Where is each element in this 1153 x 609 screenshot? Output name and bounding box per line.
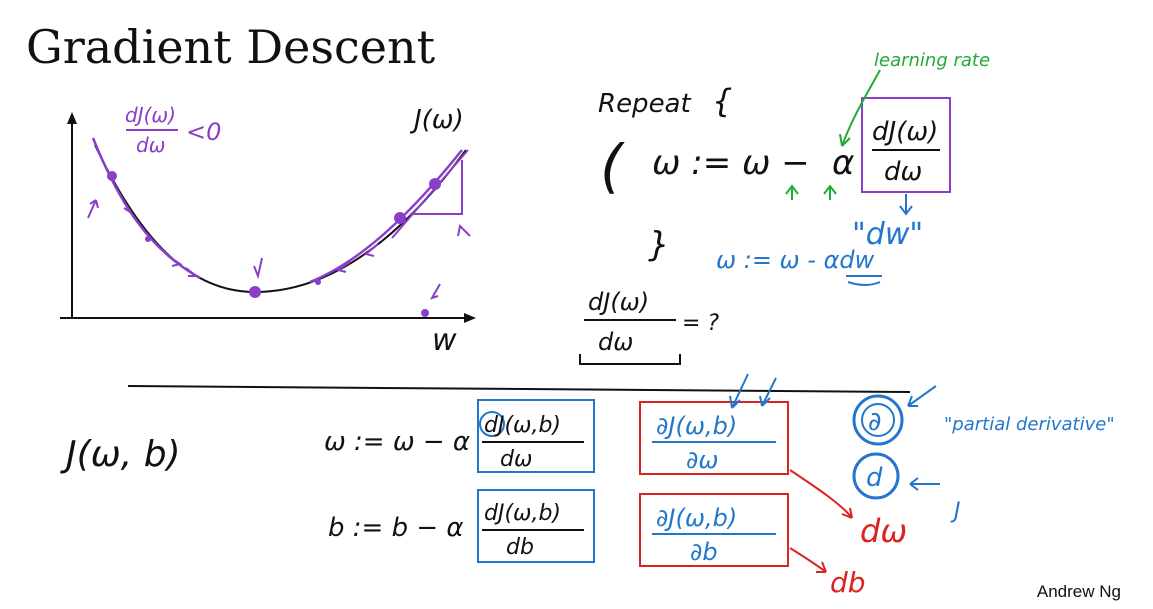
d-symbol-circle — [852, 452, 900, 500]
b-db-label: db — [830, 566, 866, 599]
partial-symbol: ∂ — [868, 407, 881, 437]
cost-curve — [94, 144, 467, 294]
question-bracket — [579, 354, 681, 365]
cost-curve-highlight-left — [91, 137, 201, 280]
w-dw-label: dω — [860, 512, 907, 550]
slide-title: Gradient Descent — [26, 20, 436, 74]
step-arrow-icon — [87, 199, 99, 219]
b-partial-box — [639, 493, 789, 567]
step-arrow-icon — [185, 267, 199, 277]
w-derivative-box — [477, 399, 595, 473]
x-axis-label: w — [432, 323, 457, 358]
learning-rate-label: learning rate — [874, 50, 990, 71]
w-numerator: dJ(ω,b) — [484, 413, 561, 438]
step-arrow-icon — [457, 223, 471, 237]
partial-pointer-arrow-icon — [729, 373, 749, 409]
question-denominator: dω — [598, 328, 633, 356]
partial-derivative-note: "partial derivative" — [944, 414, 1115, 435]
b-denominator: db — [506, 535, 534, 560]
y-axis-arrow-icon — [67, 112, 77, 124]
b-update-lhs: b := b − α — [328, 513, 464, 543]
repeat-label: Repeat — [598, 89, 691, 119]
derivative-numerator: dJ(ω) — [872, 117, 938, 147]
w-denominator: dω — [500, 447, 532, 472]
section-divider — [127, 385, 911, 393]
b-partial-denominator: ∂b — [690, 538, 718, 566]
step-arrow-icon — [429, 283, 441, 300]
repeat-open-paren: ( — [600, 132, 625, 200]
b-numerator: dJ(ω,b) — [484, 501, 561, 526]
d-symbol-arrow-icon — [909, 477, 940, 491]
dw-arrow-icon — [899, 194, 913, 216]
w-partial-numerator: ∂J(ω,b) — [656, 412, 737, 440]
question-tail: = ? — [682, 311, 719, 336]
cost-two-params-label: J(ω, b) — [60, 434, 181, 475]
descent-point — [315, 279, 321, 285]
slope-note-denominator: dω — [136, 133, 165, 157]
two-parameter-section: J(ω, b) ω := ω − α dJ(ω,b) dω ∂J(ω,b) ∂ω… — [60, 373, 1115, 599]
b-derivative-box — [477, 489, 595, 563]
d-symbol: d — [866, 463, 883, 493]
descent-point — [394, 212, 406, 224]
w-partial-denominator: ∂ω — [686, 446, 719, 474]
slope-note-numerator: dJ(ω) — [125, 103, 176, 127]
dw-label: "dw" — [852, 217, 923, 252]
slope-triangle — [410, 160, 463, 215]
update-rule: Repeat { ( ω := ω − α dJ(ω) dω learning … — [579, 50, 990, 365]
slope-note-comparison: <0 — [186, 118, 221, 146]
tangent-line — [391, 149, 469, 239]
step-arrow-icon — [167, 255, 183, 267]
up-arrow-icon — [785, 184, 799, 200]
update-rule-alpha: α — [832, 143, 854, 183]
step-arrow-icon — [121, 197, 131, 213]
descent-point — [429, 178, 441, 190]
partial-symbol-circle-inner — [861, 403, 895, 437]
partial-symbol-circle — [852, 394, 904, 446]
cost-graph: J(ω) w dJ(ω) dω <0 — [60, 103, 476, 358]
step-arrow-icon — [363, 243, 379, 257]
x-axis-arrow-icon — [464, 313, 476, 323]
w-d-circle — [479, 411, 505, 437]
update-rule-lhs: ω := ω − — [652, 143, 810, 183]
code-update-underline-hook — [847, 281, 881, 286]
j-note: J — [950, 499, 961, 524]
derivative-denominator: dω — [884, 157, 922, 187]
step-arrows — [87, 197, 471, 300]
w-partial-box — [639, 401, 789, 475]
repeat-close-brace: } — [648, 225, 670, 265]
b-to-db-arrow-icon — [789, 547, 827, 573]
cost-function-label: J(ω) — [409, 105, 464, 135]
derivative-box — [861, 97, 951, 193]
descent-point — [249, 286, 261, 298]
step-arrow-icon — [253, 257, 263, 280]
author-credit: Andrew Ng — [1036, 582, 1121, 601]
cost-curve-highlight-right — [309, 149, 463, 284]
up-arrow-icon — [823, 184, 837, 200]
code-update: ω := ω - αdw — [716, 246, 875, 274]
learning-rate-arrow-icon — [839, 69, 881, 147]
descent-point — [145, 236, 151, 242]
b-partial-numerator: ∂J(ω,b) — [656, 504, 737, 532]
repeat-open-brace: { — [712, 82, 732, 120]
w-update-lhs: ω := ω − α — [324, 427, 470, 457]
w-to-dw-arrow-icon — [789, 469, 853, 519]
step-arrow-icon — [335, 261, 351, 273]
descent-point — [107, 171, 117, 181]
partial-symbol-arrow-icon — [907, 385, 937, 407]
question-numerator: dJ(ω) — [588, 288, 649, 316]
partial-pointer-arrow-icon — [759, 377, 777, 407]
descent-point — [421, 309, 429, 317]
